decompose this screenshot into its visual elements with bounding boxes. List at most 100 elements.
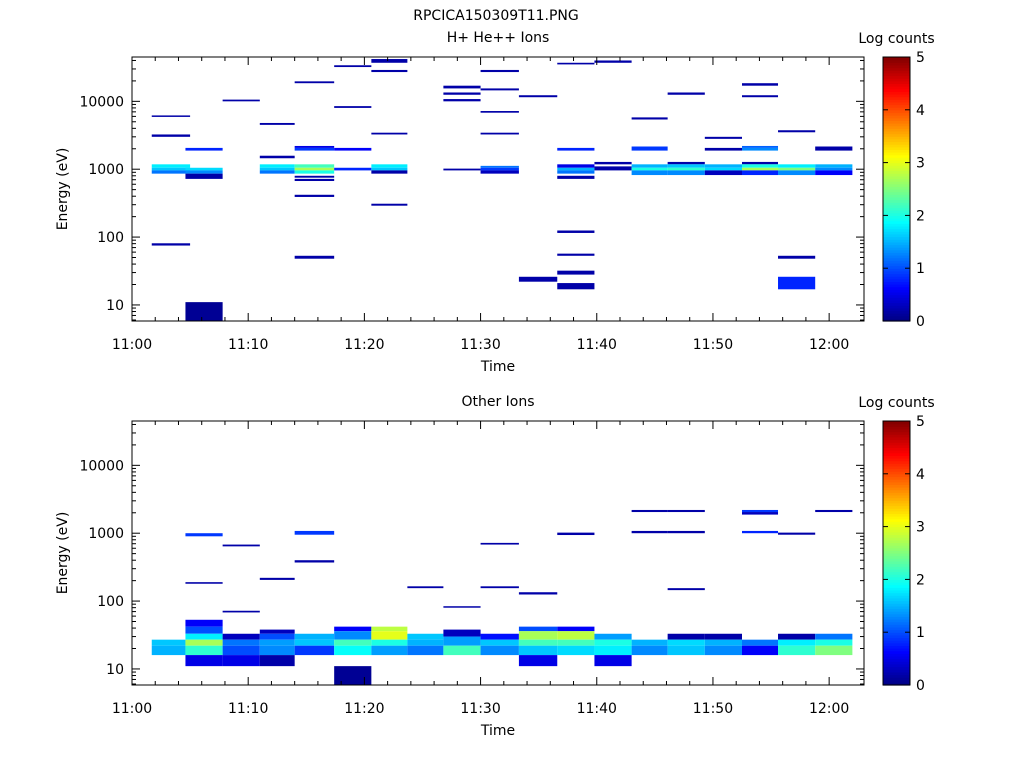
- colorbar-swatch: [883, 115, 910, 119]
- heatmap-cell: [259, 170, 295, 174]
- heatmap-cell: [815, 509, 853, 513]
- heatmap-cell: [259, 167, 295, 171]
- heatmap-cell: [334, 639, 372, 646]
- colorbar-swatch: [883, 289, 910, 293]
- heatmap-cell: [631, 509, 668, 513]
- colorbar-swatch: [883, 637, 910, 641]
- heatmap-cell: [371, 59, 408, 63]
- heatmap-cell: [294, 645, 335, 656]
- colorbar-swatch: [883, 566, 910, 570]
- colorbar-swatch: [883, 260, 910, 264]
- colorbar-swatch: [883, 189, 910, 193]
- colorbar-swatch: [883, 220, 910, 224]
- heatmap-cell: [480, 167, 519, 171]
- heatmap-cell: [222, 544, 260, 547]
- colorbar-swatch: [883, 101, 910, 106]
- x-tick-label: 11:30: [460, 337, 500, 353]
- heatmap-cell: [185, 655, 223, 667]
- heatmap-cell: [407, 633, 444, 640]
- x-ticks: 11:00 11:10 11:20 11:30 11:40 11:50 12:00: [112, 57, 849, 353]
- heatmap-cell: [259, 655, 295, 667]
- panel-title: Other Ions: [461, 394, 534, 410]
- heatmap-cell: [294, 81, 335, 84]
- heatmap-cell: [557, 175, 595, 179]
- x-tick-label: 11:00: [112, 337, 152, 353]
- colorbar-swatch: [883, 318, 910, 322]
- heatmap-cell: [778, 639, 816, 646]
- x-tick-label: 12:00: [809, 337, 849, 353]
- colorbar-swatch: [883, 273, 910, 277]
- colorbar-swatch: [883, 431, 910, 435]
- heatmap-cell: [778, 167, 816, 171]
- heatmap-cell: [667, 170, 705, 176]
- heatmap-cell: [778, 164, 816, 168]
- colorbar-swatch: [883, 157, 910, 161]
- heatmap-cell: [778, 633, 816, 640]
- heatmap-cell: [742, 95, 779, 98]
- x-axis-label: Time: [480, 723, 515, 739]
- heatmap-cell: [778, 130, 816, 133]
- colorbar-swatch: [883, 162, 910, 166]
- colorbar-swatch: [883, 78, 910, 82]
- x-ticks: 11:00 11:10 11:20 11:30 11:40 11:50 12:00: [112, 421, 849, 717]
- heatmap-cell: [557, 170, 595, 174]
- colorbar-swatch: [883, 436, 910, 441]
- heatmap-cell: [594, 655, 632, 667]
- heatmap-cell: [704, 639, 742, 646]
- heatmap-cell: [778, 276, 816, 290]
- heatmap-cell: [443, 645, 481, 656]
- heatmap-cell: [294, 560, 335, 563]
- colorbar-swatch: [883, 677, 910, 681]
- colorbar-swatch: [883, 207, 910, 211]
- plot-frame: [131, 56, 865, 322]
- heatmap-cell: [557, 283, 595, 290]
- colorbar-swatch: [883, 608, 910, 612]
- heatmap-cell: [594, 60, 632, 63]
- heatmap-cell: [480, 88, 519, 91]
- heatmap-cell: [259, 155, 295, 159]
- heatmap-cell: [667, 588, 705, 591]
- colorbar-swatch: [883, 669, 910, 673]
- heatmap-cell: [557, 626, 595, 632]
- heatmap-cell: [557, 230, 595, 233]
- colorbar-swatch: [883, 550, 910, 554]
- heatmap-cell: [742, 147, 779, 151]
- colorbar-swatch: [883, 534, 910, 538]
- heatmap-cell: [742, 161, 779, 165]
- colorbar-swatch: [883, 655, 910, 660]
- colorbar-swatch: [883, 202, 910, 206]
- colorbar-swatch: [883, 563, 910, 567]
- heatmap-cell: [185, 170, 223, 174]
- colorbar-swatch: [883, 136, 910, 140]
- colorbar-swatch: [883, 152, 910, 156]
- colorbar-swatch: [883, 421, 910, 425]
- heatmap-cell: [704, 167, 742, 171]
- colorbar-swatch: [883, 225, 910, 230]
- colorbar-swatch: [883, 489, 910, 493]
- heatmap-cell: [334, 645, 372, 656]
- heatmap-cell: [557, 167, 595, 171]
- heatmap-cell: [371, 170, 408, 174]
- y-tick-label: 10000: [79, 458, 124, 474]
- colorbar-swatch: [883, 183, 910, 187]
- colorbar-swatch: [883, 539, 910, 544]
- colorbar-swatch: [883, 455, 910, 459]
- colorbar-swatch: [883, 286, 910, 290]
- colorbar-swatch: [883, 247, 910, 251]
- colorbar-swatch: [883, 426, 910, 430]
- x-tick-label: 11:00: [112, 701, 152, 717]
- heatmap-cell: [222, 645, 260, 656]
- colorbar-swatch: [883, 204, 910, 209]
- heatmap-cell: [294, 164, 335, 168]
- y-tick-label: 1000: [88, 162, 124, 178]
- heatmap-cell: [480, 639, 519, 646]
- heatmap-cell: [742, 530, 779, 534]
- colorbar-swatch: [883, 600, 910, 604]
- heatmap-cell: [667, 167, 705, 171]
- colorbar-tick-label: 4: [916, 103, 925, 119]
- colorbar-swatch: [883, 555, 910, 559]
- colorbar-swatch: [883, 141, 910, 145]
- colorbar-swatch: [883, 310, 910, 314]
- colorbar-swatch: [883, 88, 910, 92]
